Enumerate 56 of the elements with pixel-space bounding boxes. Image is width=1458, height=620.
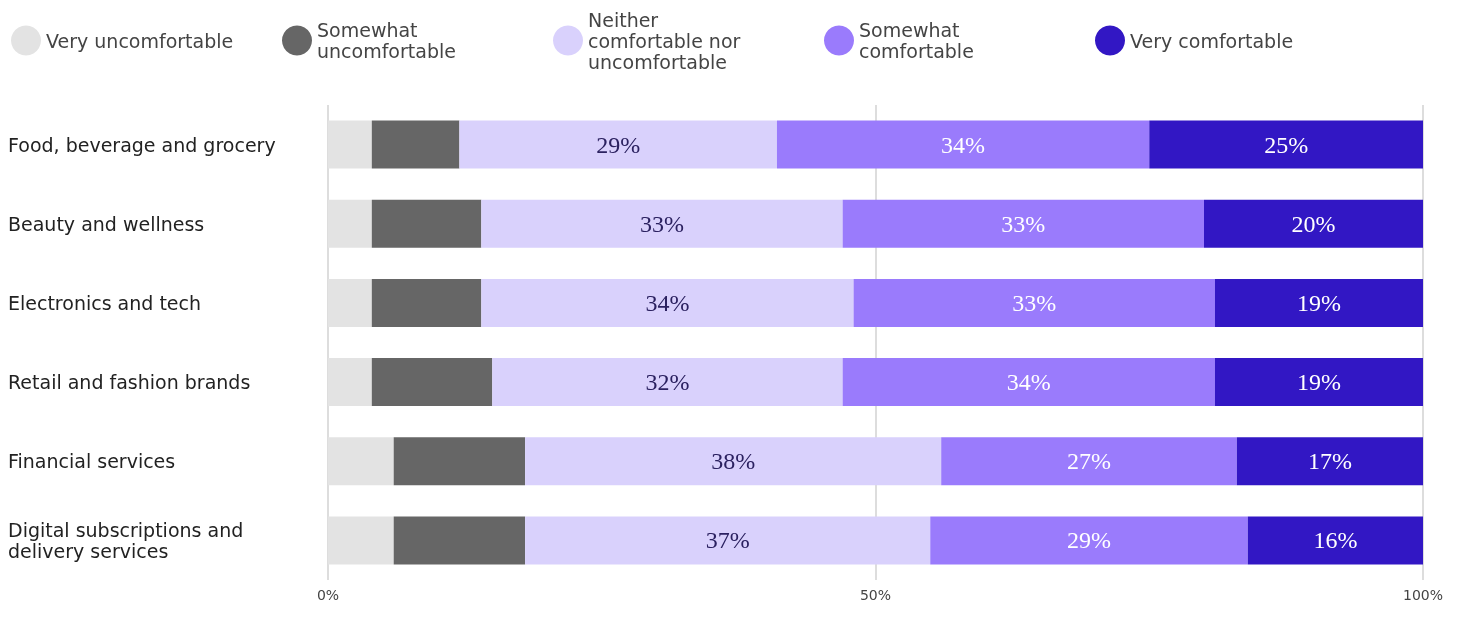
bar: [481, 199, 843, 248]
data-label: 29%: [1067, 527, 1112, 554]
data-label: 29%: [596, 131, 641, 158]
bar: [853, 278, 1215, 327]
legend-label: Very uncomfortable: [46, 29, 234, 52]
bar: [776, 120, 1150, 169]
y-tick-label: Digital subscriptions and delivery services: [8, 518, 250, 562]
bar: [1236, 437, 1423, 486]
bar: [481, 278, 854, 327]
data-label: 19%: [1296, 369, 1341, 396]
legend-label: Very comfortable: [1130, 29, 1294, 52]
y-tick-label: Electronics and tech: [8, 291, 202, 314]
data-label: 25%: [1264, 131, 1309, 158]
bar: [371, 278, 482, 327]
bar: [930, 516, 1248, 565]
bar: [371, 358, 493, 407]
data-label: 34%: [941, 131, 986, 158]
bar: [1204, 199, 1423, 248]
bar: [393, 516, 526, 565]
x-tick-label: 50%: [859, 587, 892, 603]
data-label: 16%: [1313, 527, 1358, 554]
bar: [459, 120, 777, 169]
data-label: 17%: [1307, 448, 1352, 475]
data-label: 19%: [1296, 289, 1341, 316]
bar: [1214, 358, 1423, 407]
bar: [393, 437, 526, 486]
y-tick-label: Financial services: [8, 450, 176, 473]
y-tick-label: Beauty and wellness: [8, 212, 205, 235]
data-label: 20%: [1291, 210, 1336, 237]
y-tick-label: Retail and fashion brands: [8, 371, 251, 394]
legend-label: Somewhat uncomfortable: [317, 19, 456, 62]
x-tick-label: 0%: [316, 587, 340, 603]
bar: [371, 199, 482, 248]
bar: [371, 120, 460, 169]
bar: [941, 437, 1237, 486]
data-label: 32%: [645, 369, 690, 396]
data-label: 33%: [1012, 289, 1057, 316]
data-label: 33%: [1001, 210, 1046, 237]
bar: [525, 437, 942, 486]
bar: [842, 358, 1215, 407]
y-tick-label: Food, beverage and grocery: [8, 133, 276, 156]
data-label: 37%: [705, 527, 750, 554]
bar: [1247, 516, 1423, 565]
legend-label: Somewhat comfortable: [859, 19, 974, 62]
data-label: 33%: [639, 210, 684, 237]
data-label: 27%: [1067, 448, 1112, 475]
bar: [492, 358, 843, 407]
bar: [525, 516, 931, 565]
bar: [842, 199, 1204, 248]
bar: [1214, 278, 1423, 327]
bar: [1149, 120, 1423, 169]
data-label: 34%: [1006, 369, 1051, 396]
x-tick-label: 100%: [1402, 587, 1444, 603]
data-label: 34%: [645, 289, 690, 316]
data-label: 38%: [711, 448, 756, 475]
legend-label: Neither comfortable nor uncomfortable: [588, 8, 747, 73]
